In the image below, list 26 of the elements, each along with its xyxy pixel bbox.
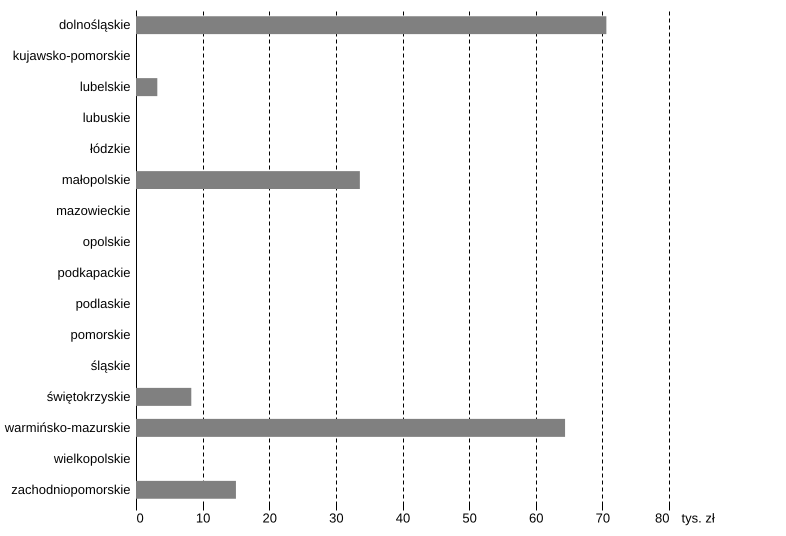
x-tick-label: 20 [262,510,277,526]
y-tick-label: lubuskie [82,110,130,126]
y-tick-label: lubelskie [80,79,130,94]
y-tick-label: opolskie [82,234,130,250]
y-tick-label: dolnośląskie [58,17,130,32]
y-tick-label: pomorskie [70,326,130,342]
x-tick-label: 70 [596,510,610,526]
y-tick-label: świętokrzyskie [46,388,130,404]
x-axis-title: tys. zł [682,510,715,526]
x-tick-label: 30 [329,510,344,526]
x-tick-label: 10 [196,510,210,526]
y-tick-label: mazowieckie [56,203,130,218]
y-tick-label: śląskie [90,358,130,373]
y-tick-label: zachodniopomorskie [11,482,130,497]
y-tick-label: warmińsko-mazurskie [4,420,130,435]
y-tick-label: małopolskie [62,172,130,188]
y-tick-label: wielkopolskie [52,450,130,466]
y-tick-label: podkapackie [58,264,130,280]
x-tick-label: 40 [396,510,410,526]
x-tick-label: 0 [136,510,144,526]
x-tick-label: 60 [529,510,544,526]
x-tick-label: 50 [462,510,477,526]
x-tick-label: 80 [655,510,670,526]
y-tick-label: łódzkie [90,141,130,156]
y-tick-label: podlaskie [76,296,130,311]
y-tick-label: kujawsko-pomorskie [12,48,130,64]
